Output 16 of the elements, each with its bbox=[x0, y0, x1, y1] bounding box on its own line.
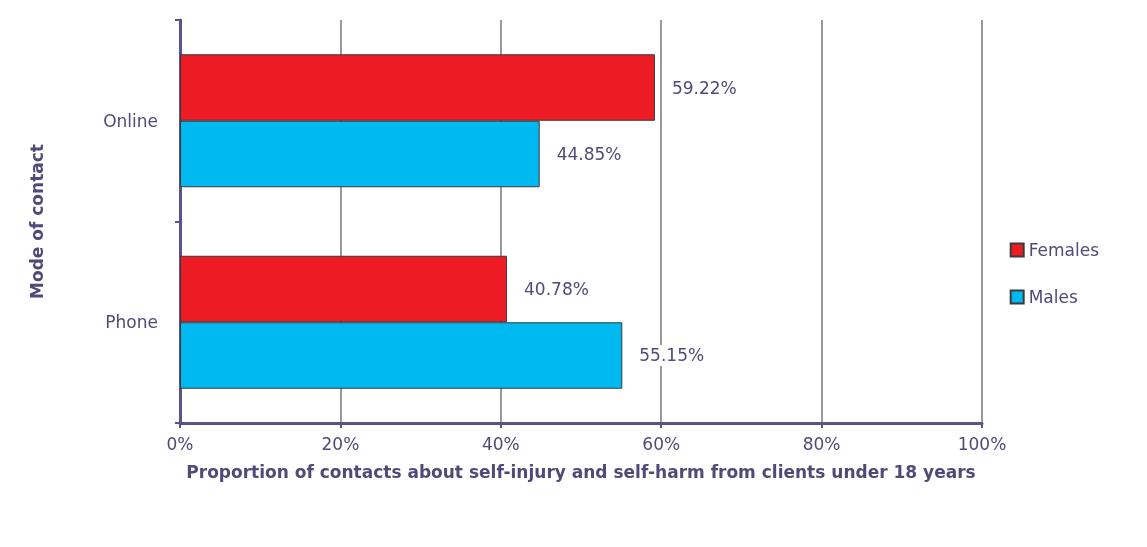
legend-label: Females bbox=[1028, 240, 1100, 260]
data-label: 59.22% bbox=[671, 77, 737, 98]
x-tick-label: 20% bbox=[321, 433, 360, 454]
y-axis-title: Mode of contact bbox=[26, 144, 47, 299]
x-axis-title: Proportion of contacts about self-injury and self-harm from clients under 18 years bbox=[186, 462, 976, 482]
data-label: 40.78% bbox=[524, 279, 589, 299]
y-tick-label: Online bbox=[103, 110, 158, 131]
x-tick-label: 80% bbox=[802, 433, 841, 454]
legend-label: Males bbox=[1028, 287, 1078, 307]
x-tick-label: 100% bbox=[957, 433, 1007, 454]
x-tick-label: 60% bbox=[642, 433, 681, 454]
data-label: 55.15% bbox=[639, 345, 705, 366]
x-tick-label: 0% bbox=[166, 433, 194, 454]
data-label: 44.85% bbox=[556, 144, 622, 164]
x-tick-label: 40% bbox=[481, 433, 520, 454]
y-tick-label: Phone bbox=[105, 312, 158, 333]
